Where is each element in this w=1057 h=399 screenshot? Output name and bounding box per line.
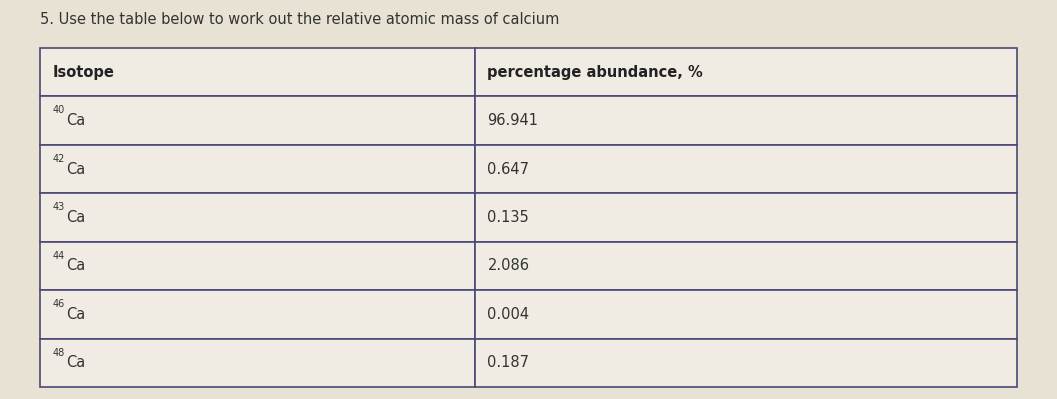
Text: 40: 40 bbox=[53, 105, 66, 115]
Bar bbox=[475, 290, 1017, 339]
Bar bbox=[40, 193, 475, 242]
Text: percentage abundance, %: percentage abundance, % bbox=[487, 65, 703, 80]
Text: Ca: Ca bbox=[67, 210, 86, 225]
Text: 43: 43 bbox=[53, 202, 66, 212]
Bar bbox=[475, 145, 1017, 193]
Text: Ca: Ca bbox=[67, 259, 86, 273]
Text: 0.004: 0.004 bbox=[487, 307, 530, 322]
Bar bbox=[40, 48, 475, 96]
Bar bbox=[475, 96, 1017, 145]
Text: Ca: Ca bbox=[67, 162, 86, 176]
Text: 46: 46 bbox=[53, 299, 66, 309]
Bar bbox=[475, 242, 1017, 290]
Bar bbox=[40, 242, 475, 290]
Bar bbox=[475, 48, 1017, 96]
Bar bbox=[475, 193, 1017, 242]
Bar bbox=[40, 96, 475, 145]
Text: 2.086: 2.086 bbox=[487, 259, 530, 273]
Text: Ca: Ca bbox=[67, 113, 86, 128]
Bar bbox=[475, 339, 1017, 387]
Text: 0.135: 0.135 bbox=[487, 210, 530, 225]
Text: 0.647: 0.647 bbox=[487, 162, 530, 176]
Text: 5. Use the table below to work out the relative atomic mass of calcium: 5. Use the table below to work out the r… bbox=[40, 12, 559, 27]
Bar bbox=[40, 339, 475, 387]
Text: 96.941: 96.941 bbox=[487, 113, 538, 128]
Bar bbox=[40, 290, 475, 339]
Bar bbox=[40, 145, 475, 193]
Text: 0.187: 0.187 bbox=[487, 355, 530, 370]
Text: Ca: Ca bbox=[67, 355, 86, 370]
Text: 44: 44 bbox=[53, 251, 66, 261]
Text: 42: 42 bbox=[53, 154, 66, 164]
Text: Isotope: Isotope bbox=[53, 65, 115, 80]
Text: Ca: Ca bbox=[67, 307, 86, 322]
Text: 48: 48 bbox=[53, 348, 66, 358]
